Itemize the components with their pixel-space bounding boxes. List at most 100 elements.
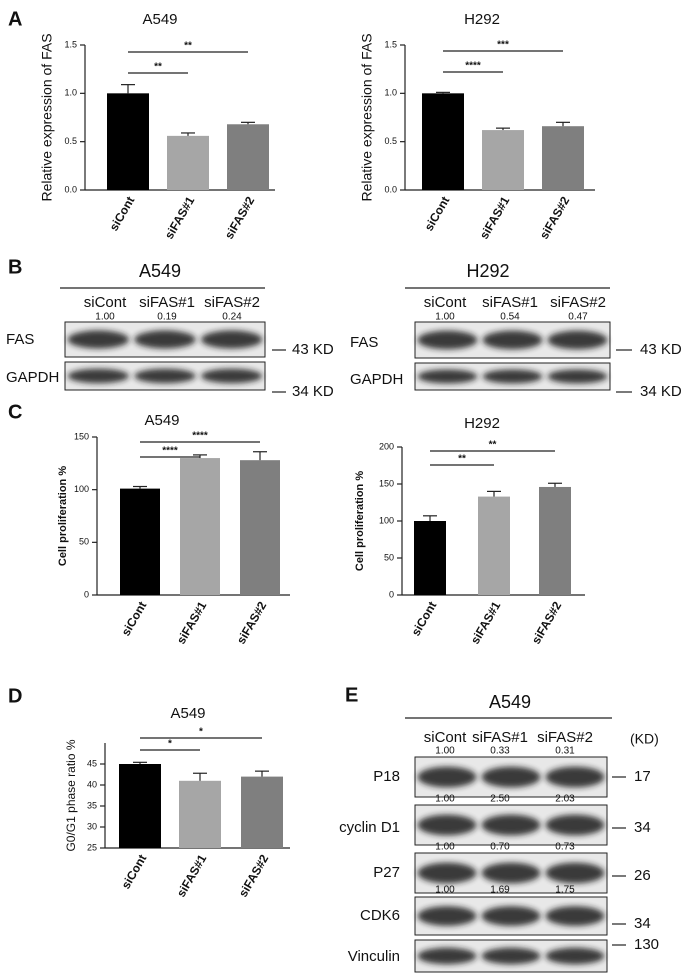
band xyxy=(482,369,543,384)
size-label: 34 KD xyxy=(640,383,682,400)
blot-title: A549 xyxy=(139,261,181,281)
y-tick-label: 1.5 xyxy=(384,39,397,49)
x-tick-label: siFAS#1 xyxy=(162,194,198,242)
chart-title: A549 xyxy=(170,705,205,722)
band-quantification: 0.31 xyxy=(555,746,575,757)
significance-label: *** xyxy=(497,40,509,51)
x-tick-label: siCont xyxy=(409,599,440,638)
y-tick-label: 100 xyxy=(74,484,89,494)
lane-label: siCont xyxy=(424,729,467,746)
x-tick-label: siFAS#1 xyxy=(468,599,504,647)
size-label: 34 KD xyxy=(292,383,334,400)
band-quantification: 0.54 xyxy=(500,312,520,323)
y-axis-label: Cell proliferation % xyxy=(57,466,69,566)
bar xyxy=(180,458,220,595)
size-label: 34 xyxy=(634,819,651,836)
y-tick-label: 45 xyxy=(87,758,97,768)
x-tick-label: siCont xyxy=(119,852,150,891)
band xyxy=(482,330,543,350)
lane-label: siCont xyxy=(424,294,467,311)
band-quantification: 1.00 xyxy=(435,746,455,757)
lane-label: siCont xyxy=(84,294,127,311)
band xyxy=(201,368,263,384)
bar xyxy=(478,496,510,595)
y-tick-label: 100 xyxy=(379,515,394,525)
bar xyxy=(119,764,161,848)
protein-label: CDK6 xyxy=(360,907,400,924)
band-quantification: 2.03 xyxy=(555,794,575,805)
band-quantification: 0.73 xyxy=(555,842,575,853)
lane-label: siFAS#2 xyxy=(550,294,606,311)
x-tick-label: siFAS#2 xyxy=(529,599,565,647)
bar xyxy=(240,460,280,595)
y-tick-label: 0.5 xyxy=(64,136,77,146)
band xyxy=(134,368,196,384)
panel-label: C xyxy=(8,401,22,423)
y-tick-label: 50 xyxy=(384,552,394,562)
bar xyxy=(241,776,283,848)
band-quantification: 1.75 xyxy=(555,885,575,896)
y-tick-label: 50 xyxy=(79,537,89,547)
panel-label: E xyxy=(345,684,358,706)
y-tick-label: 0 xyxy=(84,589,89,599)
chart-title: H292 xyxy=(464,415,500,432)
band-quantification: 0.19 xyxy=(157,312,177,323)
x-tick-label: siFAS#1 xyxy=(477,194,513,242)
band xyxy=(547,330,608,350)
band xyxy=(481,947,541,965)
y-tick-label: 30 xyxy=(87,821,97,831)
band xyxy=(417,862,477,884)
chart-title: A549 xyxy=(144,412,179,429)
y-axis-label: Relative expression of FAS xyxy=(359,33,375,201)
x-tick-label: siFAS#1 xyxy=(174,852,210,900)
band-quantification: 0.33 xyxy=(490,746,510,757)
significance-label: ** xyxy=(184,41,192,52)
panel-label: A xyxy=(8,8,22,30)
band-quantification: 1.00 xyxy=(435,794,455,805)
band-quantification: 1.00 xyxy=(435,885,455,896)
band-quantification: 0.47 xyxy=(568,312,588,323)
x-tick-label: siCont xyxy=(422,194,453,233)
band-quantification: 0.70 xyxy=(490,842,510,853)
bar xyxy=(482,130,524,190)
y-tick-label: 200 xyxy=(379,441,394,451)
band xyxy=(545,766,605,788)
band xyxy=(201,330,263,349)
band xyxy=(545,947,605,965)
blot-title: H292 xyxy=(466,261,509,281)
panel-label: B xyxy=(8,256,22,278)
y-tick-label: 35 xyxy=(87,800,97,810)
size-unit: (KD) xyxy=(630,731,659,747)
band xyxy=(481,814,541,836)
bar xyxy=(539,486,571,595)
protein-label: Vinculin xyxy=(348,948,400,965)
bar xyxy=(107,93,149,190)
protein-label: P27 xyxy=(373,864,400,881)
x-tick-label: siCont xyxy=(107,194,138,233)
bar xyxy=(227,124,269,190)
significance-label: ** xyxy=(154,62,162,73)
band xyxy=(481,906,541,926)
protein-label: GAPDH xyxy=(350,371,403,388)
y-tick-label: 40 xyxy=(87,779,97,789)
y-axis-label: Relative expression of FAS xyxy=(39,33,55,201)
size-label: 130 xyxy=(634,936,659,953)
x-tick-label: siFAS#2 xyxy=(222,194,258,242)
significance-label: ** xyxy=(489,440,497,451)
band xyxy=(417,369,478,384)
band xyxy=(417,330,478,350)
size-label: 43 KD xyxy=(292,341,334,358)
y-tick-label: 1.0 xyxy=(384,88,397,98)
band xyxy=(417,947,477,965)
band xyxy=(134,330,196,349)
y-tick-label: 1.5 xyxy=(64,39,77,49)
significance-label: **** xyxy=(192,431,208,442)
bar xyxy=(414,521,446,595)
significance-label: **** xyxy=(465,61,481,72)
panel-label: D xyxy=(8,685,22,707)
bar xyxy=(167,135,209,190)
band-quantification: 2.50 xyxy=(490,794,510,805)
lane-label: siFAS#2 xyxy=(204,294,260,311)
protein-label: cyclin D1 xyxy=(339,819,400,836)
